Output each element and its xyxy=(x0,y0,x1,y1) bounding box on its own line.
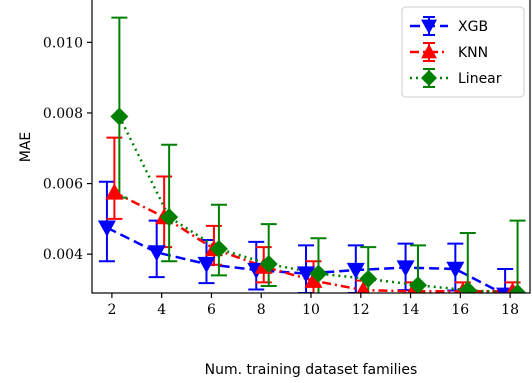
legend-marker-xgb xyxy=(421,19,437,34)
y-tick-label: 0.010 xyxy=(43,35,83,51)
x-tick-label: 12 xyxy=(352,302,370,318)
xgb-series-line xyxy=(106,226,505,293)
linear-errorbar xyxy=(509,219,526,293)
x-tick-label: 16 xyxy=(451,302,469,318)
legend-marker-knn xyxy=(421,44,437,59)
xgb-errorbar xyxy=(497,267,514,293)
linear-point xyxy=(209,239,228,258)
linear-point xyxy=(508,284,527,293)
y-tick-label: 0.004 xyxy=(43,247,83,263)
xgb-point xyxy=(396,260,415,277)
legend-entry-knn: KNN xyxy=(410,42,488,62)
y-axis-label: MAE xyxy=(18,132,34,163)
linear-point xyxy=(458,281,477,293)
x-tick-label: 10 xyxy=(302,302,320,318)
linear-errorbar xyxy=(260,223,277,287)
plot-area xyxy=(97,16,527,293)
x-tick-label: 18 xyxy=(501,302,519,318)
axes: 2 4 6 8 10 12 14 16 18 0.004 0.006 0.008 0.010 xyxy=(43,0,531,318)
legend-label-knn: KNN xyxy=(458,45,488,61)
x-tick-label: 6 xyxy=(207,302,216,318)
y-tick-label: 0.008 xyxy=(43,106,83,122)
legend-label-linear: Linear xyxy=(458,71,502,87)
linear-point xyxy=(309,264,328,283)
x-tick-label: 2 xyxy=(107,302,116,318)
xgb-point xyxy=(346,262,365,280)
xgb-point xyxy=(97,220,116,237)
x-tick-label: 4 xyxy=(157,302,166,318)
legend-marker-linear xyxy=(421,70,437,86)
xgb-point xyxy=(446,261,465,278)
x-axis-label: Num. training dataset families xyxy=(205,362,418,378)
xgb-point xyxy=(147,245,166,262)
linear-point xyxy=(409,276,428,293)
linear-point xyxy=(359,269,378,288)
linear-point xyxy=(110,107,129,126)
x-tick-label: 8 xyxy=(257,302,266,318)
linear-errorbar xyxy=(459,231,476,293)
legend-entry-xgb: XGB xyxy=(410,16,488,36)
knn-point xyxy=(356,281,370,293)
xgb-point xyxy=(297,266,316,283)
xgb-point xyxy=(197,256,216,274)
knn-point xyxy=(105,183,124,200)
linear-point xyxy=(160,208,179,227)
linear-errorbar xyxy=(161,143,178,263)
x-tick-label: 14 xyxy=(402,302,420,318)
knn-point xyxy=(304,271,323,288)
legend-label-xgb: XGB xyxy=(458,19,488,35)
y-tick-label: 0.006 xyxy=(43,177,83,193)
legend-entry-linear: Linear xyxy=(410,68,502,88)
legend: XGB KNN Linear xyxy=(401,6,525,98)
linear-point xyxy=(259,255,278,274)
